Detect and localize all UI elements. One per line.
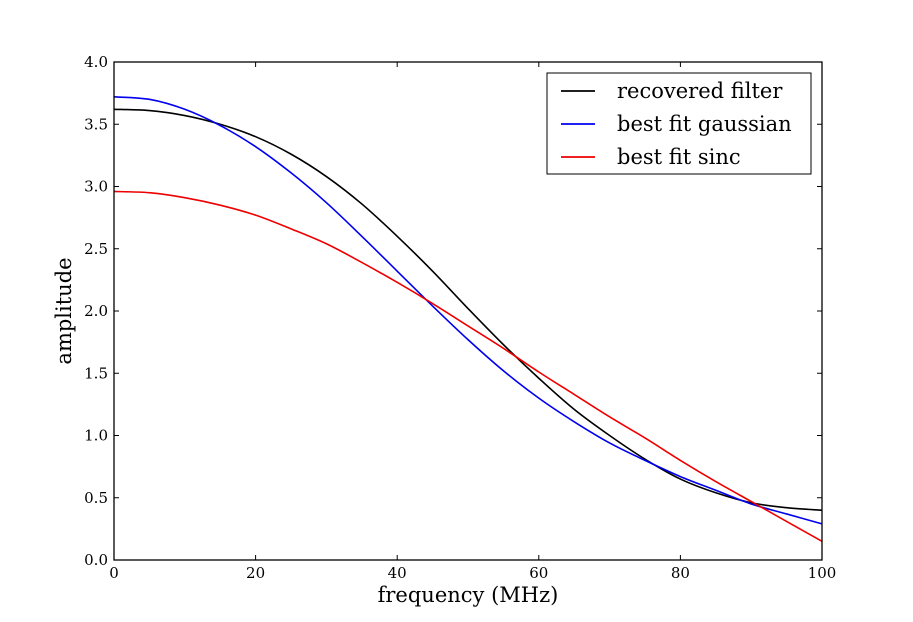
x-tick-label: 0 — [109, 564, 119, 582]
y-tick-label: 2.0 — [84, 302, 108, 320]
legend-label: recovered filter — [617, 79, 783, 103]
x-tick-label: 40 — [388, 564, 407, 582]
legend-label: best fit gaussian — [617, 112, 792, 136]
series-line-1 — [113, 96, 823, 525]
y-tick-label: 1.0 — [84, 427, 108, 445]
axis-tick-labels: 0 20 40 60 80 100 0.0 0.5 1.0 1.5 2.0 2.5 3.0 3.5 4.0 — [84, 53, 836, 582]
plot-frame — [113, 61, 823, 561]
y-tick-label: 0.5 — [84, 489, 108, 507]
x-tick-label: 60 — [529, 564, 548, 582]
y-tick-label: 0.0 — [84, 551, 108, 569]
y-axis-title: amplitude — [52, 257, 76, 364]
series-lines — [113, 96, 823, 543]
x-tick-label: 100 — [808, 564, 837, 582]
x-tick-label: 20 — [246, 564, 265, 582]
series-line-2 — [113, 190, 823, 543]
y-tick-label: 3.0 — [84, 178, 108, 196]
x-axis-title: frequency (MHz) — [378, 583, 559, 607]
legend-label: best fit sinc — [617, 145, 741, 169]
y-tick-label: 4.0 — [84, 53, 108, 71]
legend: recovered filter best fit gaussian best fi… — [546, 72, 812, 175]
y-tick-label: 2.5 — [84, 240, 108, 258]
x-tick-label: 80 — [671, 564, 690, 582]
series-line-0 — [113, 108, 823, 511]
y-tick-label: 1.5 — [84, 364, 108, 382]
y-tick-label: 3.5 — [84, 115, 108, 133]
